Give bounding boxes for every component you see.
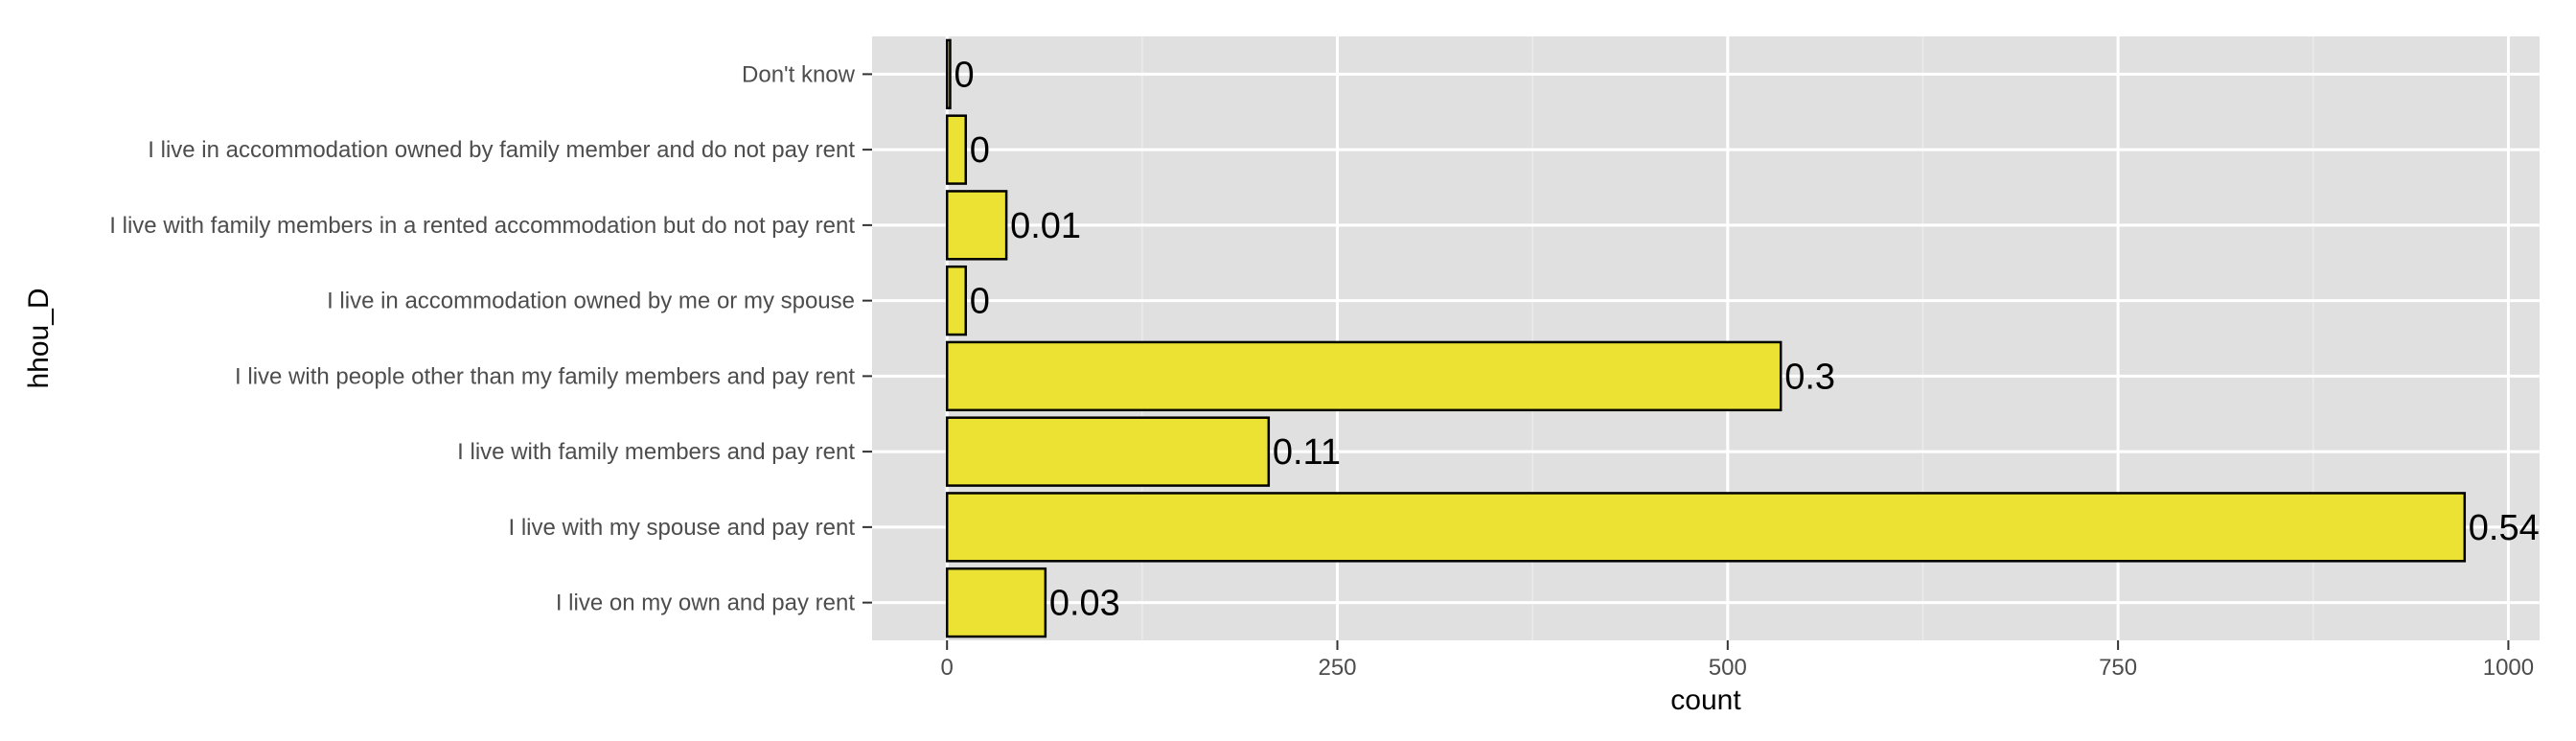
bar [945,38,952,110]
y-tick-label: Don't know [742,61,856,87]
bars [945,38,2467,638]
y-axis-title: hhou_D [23,288,55,388]
y-tick-label: I live on my own and pay rent [556,590,855,616]
bar [945,567,1047,638]
data-label: 0.03 [1049,584,1120,624]
bar [945,492,2467,563]
y-tick-label: I live with family members and pay rent [457,439,855,465]
x-axis: 0 250 500 750 1000 [941,640,2534,681]
x-tick-label: 500 [1709,655,1747,681]
data-label: 0.3 [1784,357,1835,397]
bar [945,265,968,336]
bar [945,416,1271,487]
y-axis: Don't know I live in accommodation owned … [109,61,872,616]
data-label: 0.54 [2469,508,2540,548]
x-tick-label: 0 [941,655,954,681]
bar [945,190,1008,261]
data-label: 0 [970,130,990,171]
data-labels: 0 0 0.01 0 0.3 0.11 0.54 0.03 [954,55,2539,623]
x-tick-label: 250 [1318,655,1356,681]
y-tick-label: I live in accommodation owned by me or m… [327,289,855,314]
data-label: 0 [954,55,974,95]
x-tick-label: 1000 [2483,655,2534,681]
data-label: 0 [970,282,990,322]
data-label: 0.11 [1273,432,1341,473]
y-tick-label: I live with family members in a rented a… [109,213,855,239]
y-tick-label: I live in accommodation owned by family … [148,137,855,163]
y-tick-label: I live with my spouse and pay rent [508,515,855,541]
bar [945,114,968,185]
bar [945,340,1782,412]
data-label: 0.01 [1010,206,1081,246]
x-tick-label: 750 [2099,655,2137,681]
y-tick-label: I live with people other than my family … [235,363,855,389]
x-axis-title: count [1670,684,1741,716]
